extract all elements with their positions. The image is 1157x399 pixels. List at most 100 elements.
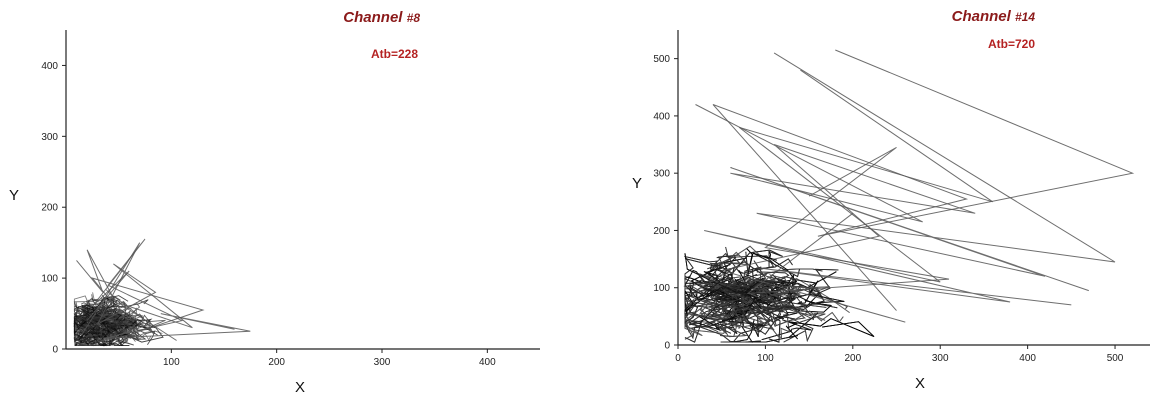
series-line	[730, 52, 1116, 292]
series-line	[746, 146, 950, 295]
channel-label: Channel	[952, 8, 1015, 25]
trajectory-line	[769, 285, 830, 299]
trajectory-line	[761, 319, 812, 341]
trajectory-line	[785, 322, 798, 340]
y-axis-title: Y	[632, 175, 642, 192]
trajectory-line	[789, 271, 837, 288]
y-tick-label: 200	[41, 203, 58, 214]
trajectory-line	[721, 316, 766, 337]
trajectory-line	[741, 312, 819, 343]
series-line	[695, 104, 976, 323]
trajectory-line	[114, 310, 123, 321]
trajectory-line	[777, 280, 814, 301]
y-tick-label: 400	[41, 61, 58, 72]
trajectory-line	[687, 271, 747, 297]
series-line	[81, 242, 193, 341]
trajectory-line	[104, 300, 126, 316]
trajectory-line	[684, 294, 733, 334]
channel-annotation: Channel #8	[343, 9, 420, 26]
trajectory-line	[740, 281, 773, 307]
trajectory-line	[92, 312, 155, 335]
trajectory-line	[761, 273, 799, 290]
trajectory-line	[703, 287, 740, 317]
trajectory-line	[788, 318, 875, 338]
y-tick-label: 100	[41, 274, 58, 285]
trajectory-line	[761, 319, 812, 341]
trajectory-line	[684, 292, 705, 309]
channel-number: #8	[407, 11, 421, 25]
left-chart-panel: 100 200 300 400 0 100 200 300 400 X Y Channel #8 Atb…	[9, 9, 540, 396]
series-line	[76, 249, 205, 343]
channel-number: #14	[1015, 10, 1035, 24]
trajectory-line	[797, 280, 819, 304]
trajectory-line	[684, 306, 700, 323]
y-tick-label: 500	[653, 54, 670, 65]
x-tick-label: 200	[844, 353, 861, 364]
x-tick-label: 100	[757, 353, 774, 364]
x-axis-title: X	[295, 379, 305, 396]
x-tick-label: 400	[1019, 353, 1036, 364]
trajectory-line	[730, 282, 783, 314]
trajectory-line	[81, 304, 92, 319]
y-tick-label: 100	[653, 283, 670, 294]
trajectory-line	[752, 307, 784, 329]
x-tick-label: 300	[932, 353, 949, 364]
trajectory-line	[695, 286, 723, 301]
trajectory-line	[98, 308, 125, 324]
trajectory-line	[761, 319, 812, 341]
trajectory-line	[814, 268, 839, 296]
trajectory-line	[683, 272, 717, 294]
x-tick-label: 400	[479, 357, 496, 368]
y-tick-label: 400	[653, 111, 670, 122]
trajectory-line	[73, 325, 96, 338]
y-axis-title: Y	[9, 187, 19, 204]
trajectory-line	[747, 276, 813, 317]
x-tick-label: 500	[1107, 353, 1124, 364]
trajectory-line	[82, 298, 99, 309]
trajectory-line	[104, 324, 121, 334]
y-tick-label: 0	[52, 345, 58, 356]
trajectory-cluster	[73, 289, 166, 347]
trajectory-line	[84, 303, 116, 317]
trajectory-line	[684, 258, 725, 281]
series-line	[712, 49, 1135, 311]
series-line	[704, 69, 1072, 306]
trajectory-line	[731, 301, 745, 322]
trajectory-line	[73, 311, 116, 322]
trajectory-line	[707, 290, 733, 319]
trajectory-line	[94, 315, 121, 336]
trajectory-line	[689, 279, 760, 308]
right-chart-panel: 0 100 200 300 400 500 0 100 200 300 400 500 X Y Channe…	[632, 8, 1150, 392]
y-tick-label: 300	[653, 169, 670, 180]
trajectory-line	[765, 305, 806, 327]
trajectory-line	[715, 249, 783, 274]
trajectory-line	[117, 333, 128, 338]
trajectory-line	[81, 317, 104, 334]
trajectory-line	[766, 294, 826, 323]
trajectory-line	[761, 285, 781, 311]
channel-label: Channel	[343, 9, 406, 26]
trajectory-line	[773, 305, 814, 343]
trajectory-line	[788, 290, 845, 305]
trajectory-line	[684, 276, 731, 300]
trajectory-line	[86, 332, 101, 344]
x-tick-label: 100	[163, 357, 180, 368]
x-tick-label: 0	[675, 353, 681, 364]
trajectory-cluster	[683, 245, 875, 343]
y-tick-label: 200	[653, 226, 670, 237]
trajectory-line	[83, 328, 103, 338]
x-tick-label: 300	[374, 357, 391, 368]
trajectory-line	[783, 310, 844, 323]
trajectory-line	[86, 315, 103, 327]
trajectory-line	[98, 315, 116, 331]
atb-annotation: Atb=228	[371, 47, 418, 61]
trajectory-line	[684, 288, 747, 316]
trajectory-line	[699, 296, 729, 317]
trajectory-line	[73, 314, 116, 346]
y-tick-label: 0	[664, 341, 670, 352]
x-axis-title: X	[915, 375, 925, 392]
x-tick-label: 200	[268, 357, 285, 368]
trajectory-line	[73, 315, 77, 334]
trajectory-line	[703, 266, 735, 298]
